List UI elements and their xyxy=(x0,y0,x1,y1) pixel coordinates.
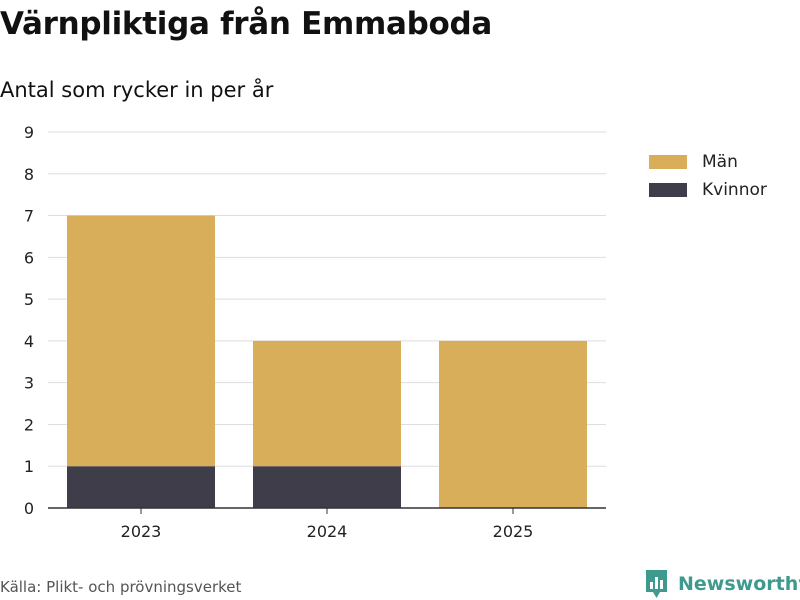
y-tick-label: 8 xyxy=(24,165,34,184)
y-tick-label: 3 xyxy=(24,374,34,393)
legend-item-kvinnor: Kvinnor xyxy=(649,176,767,204)
y-tick-label: 7 xyxy=(24,207,34,226)
x-tick-label: 2023 xyxy=(121,522,162,541)
chart-subtitle: Antal som rycker in per år xyxy=(0,78,274,102)
brand-logo: Newsworthy xyxy=(644,569,800,599)
bar-kvinnor-2024 xyxy=(253,466,401,508)
legend-swatch-man xyxy=(649,155,687,169)
legend-item-man: Män xyxy=(649,148,767,176)
bar-mn-2023 xyxy=(67,215,215,467)
chart-title: Värnpliktiga från Emmaboda xyxy=(0,6,493,42)
bar-mn-2024 xyxy=(253,340,401,467)
y-tick-label: 6 xyxy=(24,248,34,267)
y-tick-label: 9 xyxy=(24,123,34,142)
bars xyxy=(67,215,587,508)
y-tick-label: 1 xyxy=(24,457,34,476)
x-tick-label: 2024 xyxy=(307,522,348,541)
y-tick-label: 4 xyxy=(24,332,34,351)
legend-swatch-kvinnor xyxy=(649,183,687,197)
y-tick-label: 2 xyxy=(24,415,34,434)
x-tick-label: 2025 xyxy=(493,522,534,541)
brand-name: Newsworthy xyxy=(678,573,800,595)
axes: 0 1 2 3 4 5 6 7 8 9 2023 2024 2025 xyxy=(24,123,606,541)
y-tick-label: 5 xyxy=(24,290,34,309)
bar-kvinnor-2023 xyxy=(67,466,215,508)
legend: Män Kvinnor xyxy=(649,148,767,204)
legend-label-man: Män xyxy=(702,152,738,172)
legend-label-kvinnor: Kvinnor xyxy=(702,180,767,200)
bar-chart-icon xyxy=(646,570,667,598)
source-note: Källa: Plikt- och prövningsverket xyxy=(0,578,242,596)
y-tick-label: 0 xyxy=(24,499,34,518)
bar-mn-2025 xyxy=(439,340,587,508)
